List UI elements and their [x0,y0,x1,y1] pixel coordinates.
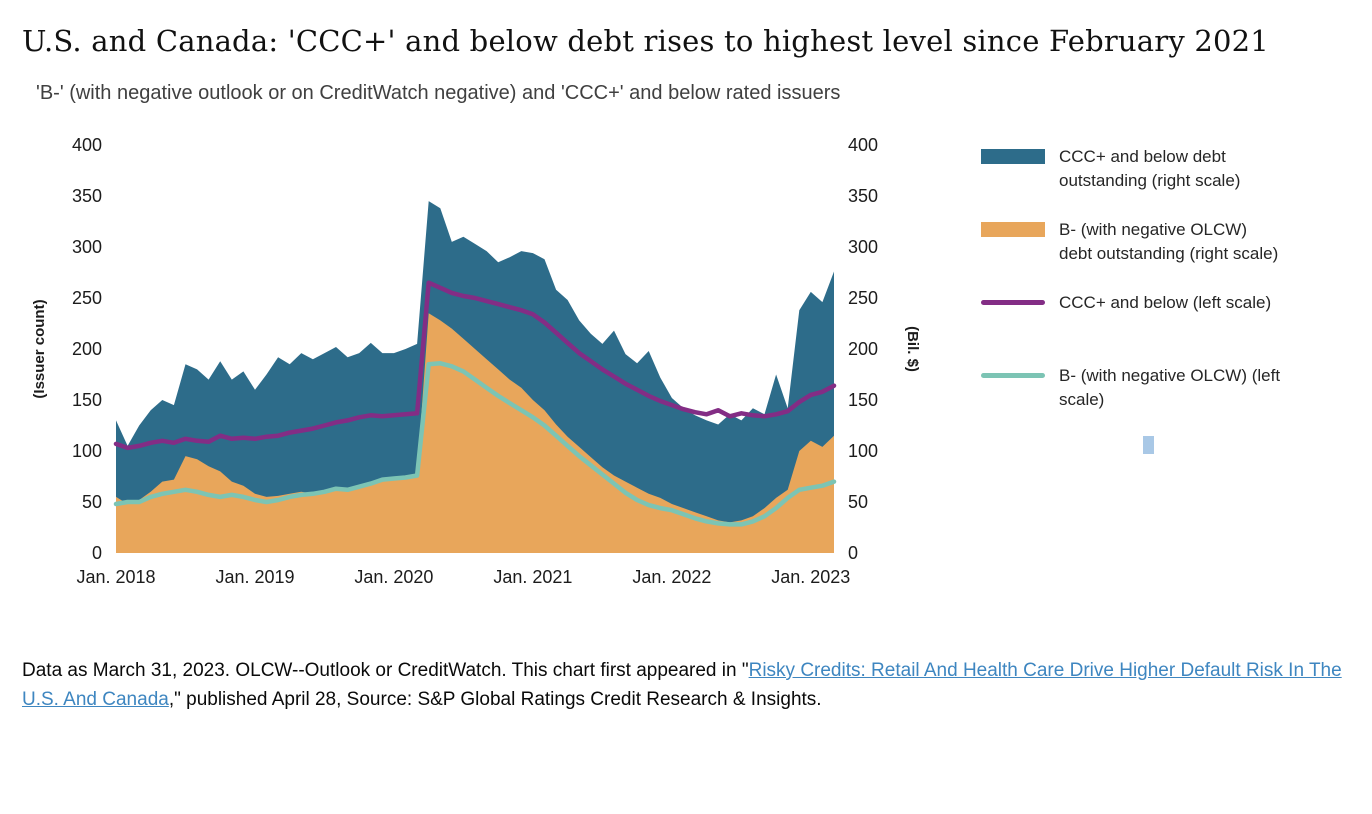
right-axis-tick: 300 [848,237,878,257]
right-axis-title: (Bil. $) [904,326,921,372]
footnote-link[interactable]: Risky Credits: Retail And Health Care Dr… [22,660,1342,710]
chart-subtitle: 'B-' (with negative outlook or on Credit… [36,82,841,104]
right-axis-tick: 350 [848,186,878,206]
left-axis-tick: 350 [72,186,102,206]
b-debt-outstanding-series [116,313,834,553]
left-axis-tick: 150 [72,390,102,410]
chart-plot: 0 0 50 50 100 100 150 150 200 200 250 250 300 300 350 3… [31,135,921,587]
legend-item: CCC+ and below (left scale) [981,291,1281,364]
footnote: Data as March 31, 2023. OLCW--Outlook or… [22,657,1350,714]
legend-area-swatch [981,222,1045,237]
left-axis-tick: 250 [72,288,102,308]
legend-item: B- (with negative OLCW) debt outstanding… [981,218,1281,291]
chart-area: 0 0 50 50 100 100 150 150 200 200 250 250 300 300 350 3… [28,131,1372,601]
footnote-text-post: ," published April 28, Source: S&P Globa… [168,688,822,710]
right-axis-tick: 100 [848,441,878,461]
legend-line-swatch [981,373,1045,378]
chart-title: U.S. and Canada: 'CCC+' and below debt r… [22,24,1269,58]
chart-legend: CCC+ and below debt outstanding (right s… [981,145,1281,437]
legend-item: B- (with negative OLCW) (left scale) [981,364,1281,437]
legend-label: B- (with negative OLCW) (left scale) [1059,366,1281,410]
right-axis-tick: 50 [848,492,868,512]
left-axis-tick: 0 [92,543,102,563]
x-axis-tick: Jan. 2022 [632,567,711,587]
legend-item: CCC+ and below debt outstanding (right s… [981,145,1281,218]
left-axis-title: (Issuer count) [31,299,48,398]
x-axis-tick: Jan. 2019 [215,567,294,587]
left-axis-tick: 200 [72,339,102,359]
legend-line-swatch [981,300,1045,305]
left-axis-tick: 100 [72,441,102,461]
highlight-artifact [1143,436,1154,454]
x-axis-tick: Jan. 2023 [771,567,850,587]
ccc-issuer-count-series [113,280,837,451]
chart-figure: U.S. and Canada: 'CCC+' and below debt r… [0,24,1372,714]
left-axis-tick: 300 [72,237,102,257]
right-axis-tick: 200 [848,339,878,359]
legend-label: B- (with negative OLCW) debt outstanding… [1059,220,1279,264]
b-issuer-count-series [113,361,837,527]
left-axis-tick: 400 [72,135,102,155]
legend-label: CCC+ and below (left scale) [1059,293,1272,312]
legend-label: CCC+ and below debt outstanding (right s… [1059,147,1241,191]
footnote-text-pre: Data as March 31, 2023. OLCW--Outlook or… [22,660,749,681]
right-axis-tick: 0 [848,543,858,563]
right-axis-tick: 400 [848,135,878,155]
x-axis-tick: Jan. 2018 [76,567,155,587]
legend-area-swatch [981,149,1045,164]
x-axis-tick: Jan. 2020 [354,567,433,587]
left-axis-tick: 50 [82,492,102,512]
right-axis-tick: 250 [848,288,878,308]
right-axis-tick: 150 [848,390,878,410]
x-axis-tick: Jan. 2021 [493,567,572,587]
